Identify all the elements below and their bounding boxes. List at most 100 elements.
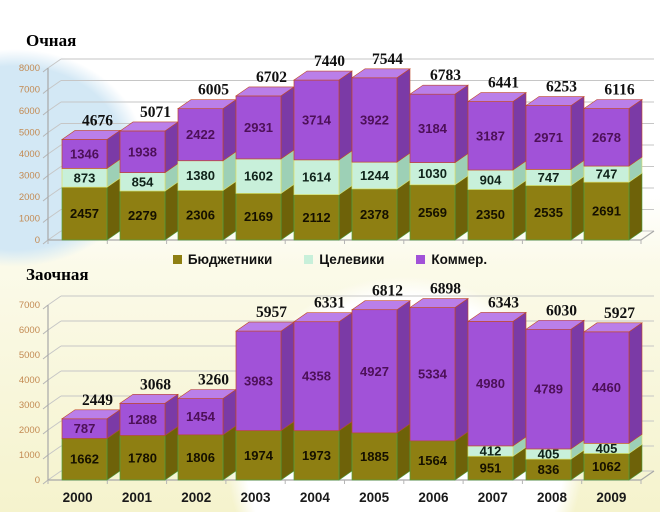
gridline (47, 395, 62, 406)
bar-segment-side (396, 423, 411, 481)
bar-total-label: 7440 (314, 53, 345, 70)
bar-segment-side (454, 175, 469, 241)
year-label: 2002 (181, 490, 211, 505)
bar-segment-side (628, 172, 643, 241)
year-label: 2005 (359, 490, 390, 505)
segment-value-label: 3184 (418, 121, 448, 136)
bar-segment-side (512, 311, 527, 447)
bar-total-label: 3260 (198, 372, 229, 389)
gridline (47, 295, 62, 306)
bar-segment (467, 101, 514, 171)
year-label: 2007 (478, 490, 508, 505)
y-tick-mark (42, 329, 49, 335)
y-tick-mark (42, 354, 49, 360)
bar-total-label: 6702 (256, 69, 287, 86)
bar-segment-side (164, 181, 179, 241)
y-tick-mark (42, 479, 49, 485)
segment-value-label: 787 (74, 421, 96, 436)
bar-segment-top (119, 394, 179, 404)
y-axis-label: 2000 (19, 425, 40, 436)
bar-total-label: 2449 (82, 392, 113, 409)
bar-segment (235, 158, 282, 194)
bar-segment-side (628, 98, 643, 167)
chart-full-time: 0 1000 2000 3000 4000 5000 6000 7000 8000 2457 873… (19, 31, 655, 246)
segment-value-label: 1806 (186, 450, 215, 465)
segment-value-label: 2678 (592, 130, 621, 145)
bar-segment-side (396, 179, 411, 241)
segment-value-label: 873 (74, 170, 96, 185)
bar-segment-side (454, 297, 469, 442)
bar-segment (351, 309, 398, 434)
segment-value-label: 836 (538, 462, 560, 477)
floor-edge (640, 470, 655, 481)
segment-value-label: 2378 (360, 207, 389, 222)
bar-segment (235, 330, 282, 431)
bar-segment (61, 186, 108, 241)
bar-segment-side (222, 99, 237, 162)
segment-value-label: 3922 (360, 112, 389, 127)
gridline (47, 187, 62, 198)
bar-segment-side (338, 312, 353, 432)
segment-value-label: 4358 (302, 369, 331, 384)
bar-segment-top (409, 298, 469, 308)
chart-part-time: 0 1000 2000 3000 4000 5000 6000 7000 1662 787 2449… (19, 265, 655, 505)
segment-value-label: 1662 (70, 452, 99, 467)
bar-segment-top (583, 99, 643, 109)
bar-segment (351, 432, 398, 481)
bar-segment (293, 321, 340, 432)
bar-total-label: 6331 (314, 295, 345, 312)
bar-segment (119, 130, 166, 173)
y-tick-mark (42, 175, 49, 180)
bar-segment (119, 402, 166, 436)
bar-segment-top (293, 70, 353, 81)
gridline (47, 123, 62, 133)
segment-value-label: 1602 (244, 169, 273, 184)
segment-value-label: 2306 (186, 208, 215, 223)
segment-value-label: 1938 (128, 144, 157, 159)
bar-total-label: 6343 (488, 294, 519, 311)
bar-segment (409, 440, 456, 481)
bar-segment (235, 430, 282, 481)
segment-value-label: 1614 (302, 170, 332, 185)
bar-total-label: 6441 (488, 75, 519, 92)
segment-value-label: 747 (538, 170, 560, 185)
bar-segment-side (570, 95, 585, 171)
bar-segment-top (351, 68, 411, 79)
bar-total-label: 6812 (372, 283, 403, 300)
bar-segment-side (280, 86, 295, 160)
bar-segment (351, 161, 398, 190)
segment-value-label: 1974 (244, 448, 274, 463)
chart-title: Заочная (26, 265, 89, 284)
segment-value-label: 4927 (360, 364, 389, 379)
y-tick-mark (42, 196, 49, 202)
bar-total-label: 6898 (430, 281, 461, 298)
segment-value-label: 4460 (592, 380, 621, 395)
bar-segment-top (467, 92, 527, 102)
gridline (47, 144, 62, 155)
segment-value-label: 2350 (476, 207, 505, 222)
y-axis-label: 1000 (19, 214, 40, 225)
bar-total-label: 6030 (546, 302, 577, 319)
year-label: 2006 (418, 490, 449, 505)
segment-value-label: 1454 (186, 409, 216, 424)
y-axis-label: 3000 (19, 171, 40, 182)
y-tick-mark (42, 89, 49, 94)
segment-value-label: 5334 (418, 367, 448, 382)
segment-value-label: 3714 (302, 112, 332, 127)
bar-segment (119, 435, 166, 481)
segment-value-label: 1346 (70, 146, 99, 161)
segment-value-label: 2279 (128, 208, 157, 223)
y-axis-label: 7000 (19, 300, 40, 311)
bar-segment-top (583, 322, 643, 333)
segment-value-label: 1564 (418, 453, 448, 468)
bar-segment-side (628, 322, 643, 444)
chart-title: Очная (26, 31, 76, 50)
y-axis-label: 8000 (19, 63, 40, 74)
bar-segment (525, 105, 572, 170)
bar-segment-side (454, 84, 469, 164)
segment-value-label: 951 (480, 461, 502, 476)
segment-value-label: 1780 (128, 450, 157, 465)
year-label: 2001 (122, 490, 153, 505)
bar-segment (177, 190, 224, 241)
bar-segment-side (512, 91, 527, 171)
